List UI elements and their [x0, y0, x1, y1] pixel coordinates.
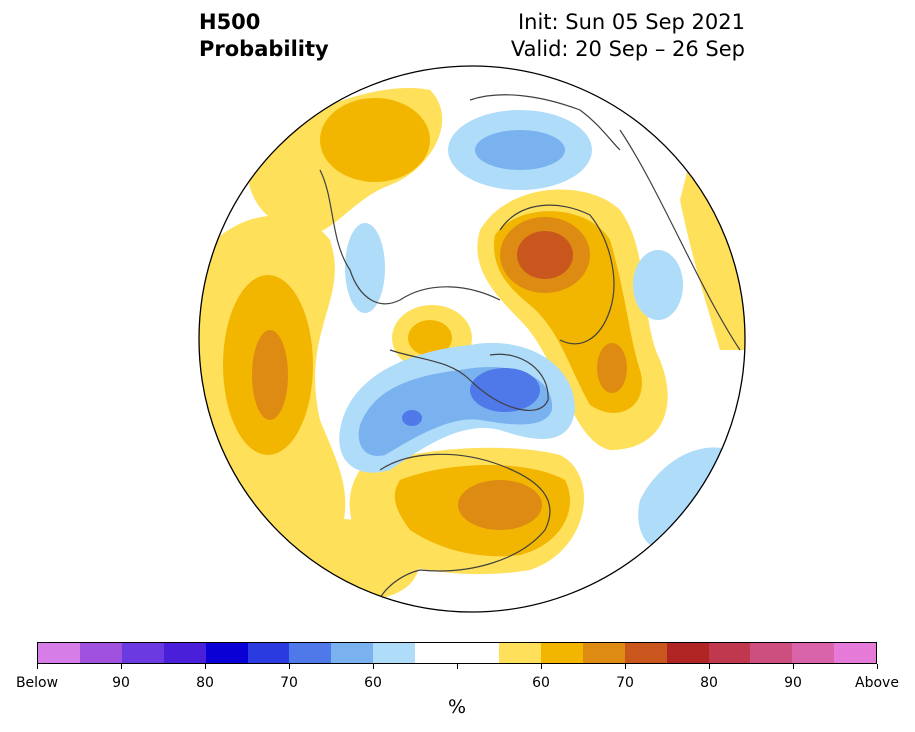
- polar-map: [198, 65, 746, 613]
- colorbar-tick-label: 60: [364, 675, 382, 691]
- colorbar-tick-label: 80: [196, 675, 214, 691]
- colorbar-tick: [541, 664, 542, 669]
- colorbar-tick-label: Below: [15, 675, 59, 691]
- colorbar-segment: [540, 643, 583, 663]
- colorbar-segment: [666, 643, 709, 663]
- colorbar-segment: [708, 643, 751, 663]
- colorbar-tick-label: 70: [616, 675, 634, 691]
- colorbar-segment: [415, 643, 458, 663]
- title-variable: H500: [199, 10, 261, 34]
- colorbar-tick: [289, 664, 290, 669]
- colorbar-segment: [163, 643, 206, 663]
- colorbar-segment: [205, 643, 248, 663]
- colorbar-tick: [121, 664, 122, 669]
- colorbar-tick: [37, 664, 38, 669]
- colorbar-segment: [582, 643, 625, 663]
- coastlines: [319, 94, 741, 611]
- valid-period: Valid: 20 Sep – 26 Sep: [510, 37, 745, 61]
- colorbar-segment: [247, 643, 290, 663]
- colorbar-segment: [457, 643, 499, 663]
- colorbar-tick-label: 60: [532, 675, 550, 691]
- colorbar-segment: [624, 643, 667, 663]
- colorbar-tick: [457, 664, 458, 669]
- map-boundary: [198, 65, 746, 613]
- colorbar-tick-label: Above: [855, 675, 899, 691]
- colorbar-segment: [750, 643, 793, 663]
- title-product: Probability: [199, 37, 329, 61]
- probability-fill: [199, 88, 745, 600]
- colorbar-ticks: [0, 664, 915, 670]
- colorbar-unit: %: [447, 696, 467, 718]
- colorbar-tick-label: 90: [112, 675, 130, 691]
- colorbar-tick-label: 80: [700, 675, 718, 691]
- colorbar-tick-label: 90: [784, 675, 802, 691]
- colorbar-segment: [792, 643, 835, 663]
- colorbar-tick: [625, 664, 626, 669]
- title-left: H500 Probability: [199, 9, 329, 63]
- colorbar-segment: [834, 643, 877, 663]
- colorbar-tick: [709, 664, 710, 669]
- colorbar: [37, 642, 877, 664]
- colorbar-segment: [498, 643, 541, 663]
- colorbar-segment: [373, 643, 416, 663]
- colorbar-segment: [38, 643, 80, 663]
- colorbar-tick-label: 70: [280, 675, 298, 691]
- colorbar-segment: [79, 643, 122, 663]
- colorbar-tick: [373, 664, 374, 669]
- colorbar-tick: [877, 664, 878, 669]
- colorbar-segment: [331, 643, 374, 663]
- init-date: Init: Sun 05 Sep 2021: [517, 10, 745, 34]
- title-right: Init: Sun 05 Sep 2021 Valid: 20 Sep – 26…: [511, 9, 745, 63]
- colorbar-tick: [793, 664, 794, 669]
- colorbar-tick: [205, 664, 206, 669]
- colorbar-segment: [121, 643, 164, 663]
- colorbar-segment: [289, 643, 332, 663]
